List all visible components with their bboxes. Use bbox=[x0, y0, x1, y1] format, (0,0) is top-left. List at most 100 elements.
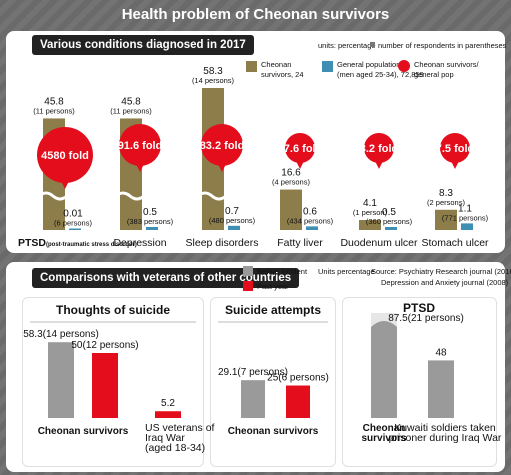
cat-thoughts-0: Cheonan survivors bbox=[38, 426, 129, 437]
bar-ptsd-1 bbox=[428, 360, 454, 418]
resp-cheonan-4: (1 person) bbox=[353, 208, 388, 217]
ratio-pointer-1 bbox=[136, 164, 144, 172]
label-ptsd-0: 87.5(21 persons) bbox=[388, 313, 464, 324]
panel-suicide-attempts bbox=[210, 297, 336, 467]
resp-cheonan-1: (11 persons) bbox=[110, 106, 152, 115]
bottom-bars: Thoughts of suicide 58.3(14 persons)50(12… bbox=[23, 301, 502, 454]
top-heading: Various conditions diagnosed in 2017 bbox=[32, 35, 254, 55]
resp-general-1: (383 persons) bbox=[127, 217, 174, 226]
bar-thoughts-past-0 bbox=[92, 353, 118, 418]
value-general-0: 0.01 bbox=[63, 209, 83, 220]
resp-cheonan-0: (11 persons) bbox=[33, 106, 75, 115]
resp-cheonan-3: (4 persons) bbox=[272, 178, 310, 187]
ratio-pointer-4 bbox=[375, 161, 383, 169]
bar-general-0 bbox=[69, 228, 81, 230]
bar-attempts-before bbox=[241, 380, 265, 418]
top-units: units: percentage bbox=[318, 41, 376, 50]
panel-ptsd bbox=[342, 297, 497, 467]
axis-break-1 bbox=[115, 191, 159, 201]
bar-thoughts-before-0 bbox=[48, 342, 74, 418]
label-attempts-before: 29.1(7 persons) bbox=[218, 367, 288, 378]
bar-cheonan-4 bbox=[359, 220, 381, 230]
value-general-4: 0.5 bbox=[382, 207, 396, 218]
bar-cheonan-3 bbox=[280, 189, 302, 230]
ratio-label-5: 7.5 fold bbox=[436, 143, 475, 155]
bar-ptsd-0 bbox=[371, 313, 397, 418]
bar-thoughts-past-1 bbox=[155, 411, 181, 418]
bar-attempts-past bbox=[286, 385, 310, 418]
legend-swatch-cheonan bbox=[246, 61, 257, 72]
resp-general-5: (771 persons) bbox=[442, 213, 489, 222]
legend-label-before: Before incident bbox=[257, 267, 308, 276]
category-label-2: Sleep disorders bbox=[186, 237, 259, 249]
value-general-5: 1.1 bbox=[458, 203, 472, 214]
legend-swatch-before bbox=[243, 266, 253, 276]
resp-general-0: (6 persons) bbox=[54, 219, 92, 228]
label-ptsd-1: 48 bbox=[435, 347, 447, 358]
legend-label-ratio: Cheonan survivors/general pop bbox=[414, 60, 480, 79]
resp-cheonan-2: (14 persons) bbox=[192, 76, 235, 85]
axis-break-0 bbox=[38, 191, 82, 201]
page-title: Health problem of Cheonan survivors bbox=[121, 6, 390, 23]
bar-ptsd-curl bbox=[371, 313, 397, 327]
ratio-bubble-0 bbox=[37, 127, 93, 183]
title-ptsd: PTSD bbox=[403, 301, 435, 315]
legend-swatch-ratio bbox=[398, 60, 410, 72]
category-label-1: Depression bbox=[113, 237, 166, 249]
value-general-1: 0.5 bbox=[143, 207, 157, 218]
value-cheonan-0: 45.8 bbox=[44, 96, 64, 107]
bottom-heading: Comparisons with veterans of other count… bbox=[32, 268, 300, 288]
label-attempts-past: 25(6 persons) bbox=[267, 373, 329, 384]
category-label-4: Duodenum ulcer bbox=[340, 237, 418, 249]
value-cheonan-1: 45.8 bbox=[121, 96, 141, 107]
legend-swatch-past bbox=[243, 281, 253, 291]
resp-general-2: (480 persons) bbox=[209, 216, 256, 225]
cat-ptsd-0: Cheonan survivors bbox=[361, 423, 406, 444]
units-note-swatch bbox=[370, 42, 375, 47]
value-cheonan-4: 4.1 bbox=[363, 198, 377, 209]
top-bars: 45.8(11 persons)0.01(6 persons)4580 fold… bbox=[18, 66, 489, 249]
source-2: Depression and Anxiety journal (2008) bbox=[381, 278, 509, 287]
legend-label-cheonan: Cheonan survivors, 24 bbox=[261, 60, 304, 79]
bottom-units: Units percentage bbox=[318, 267, 375, 276]
ratio-bubble-2 bbox=[201, 124, 243, 166]
label-thoughts-before-0: 58.3(14 persons) bbox=[23, 329, 99, 340]
top-units-note: number of respondents in parentheses bbox=[378, 41, 507, 50]
legend-swatch-general bbox=[322, 61, 333, 72]
bar-general-1 bbox=[146, 227, 158, 230]
title-suicide-thoughts: Thoughts of suicide bbox=[56, 303, 170, 317]
ratio-bubble-1 bbox=[119, 124, 161, 166]
cat-thoughts-1: US veterans of Iraq War (aged 18-34) bbox=[145, 422, 215, 454]
ratio-label-3: 27.6 fold bbox=[278, 143, 323, 155]
cat-ptsd-1: Kuwaiti soldiers taken prisoner during Ir… bbox=[389, 422, 502, 444]
resp-general-4: (360 persons) bbox=[366, 217, 413, 226]
source-1: Source: Psychiatry Research journal (201… bbox=[371, 267, 511, 276]
top-chart: units: percentage number of respondents … bbox=[18, 41, 507, 249]
label-thoughts-past-0: 50(12 persons) bbox=[71, 340, 138, 351]
ratio-pointer-0 bbox=[61, 181, 69, 189]
value-cheonan-5: 8.3 bbox=[439, 188, 453, 199]
ratio-pointer-5 bbox=[451, 161, 459, 169]
ratio-bubble-3 bbox=[285, 133, 315, 163]
ratio-label-2: 83.2 fold bbox=[200, 140, 245, 152]
cat-attempts-0: Cheonan survivors bbox=[228, 426, 319, 437]
ratio-bubble-5 bbox=[440, 133, 470, 163]
ratio-bubble-4 bbox=[364, 133, 394, 163]
category-label-3: Fatty liver bbox=[277, 237, 323, 249]
ratio-label-1: 91.6 fold bbox=[118, 140, 163, 152]
bar-general-5 bbox=[461, 223, 473, 230]
ratio-pointer-3 bbox=[296, 161, 304, 169]
title-suicide-attempts: Suicide attempts bbox=[225, 303, 321, 317]
ratio-label-4: 8.2 fold bbox=[360, 143, 399, 155]
ratio-label-0: 4580 fold bbox=[41, 150, 89, 162]
bar-general-2 bbox=[228, 225, 240, 230]
value-cheonan-3: 16.6 bbox=[281, 168, 301, 179]
value-general-2: 0.7 bbox=[225, 206, 239, 217]
legend-label-past: Past year bbox=[257, 282, 289, 291]
bar-general-4 bbox=[385, 227, 397, 230]
legend-label-general: General population (men aged 25-34), 72,8… bbox=[337, 60, 424, 79]
ratio-pointer-2 bbox=[218, 164, 226, 172]
bar-general-3 bbox=[306, 226, 318, 230]
